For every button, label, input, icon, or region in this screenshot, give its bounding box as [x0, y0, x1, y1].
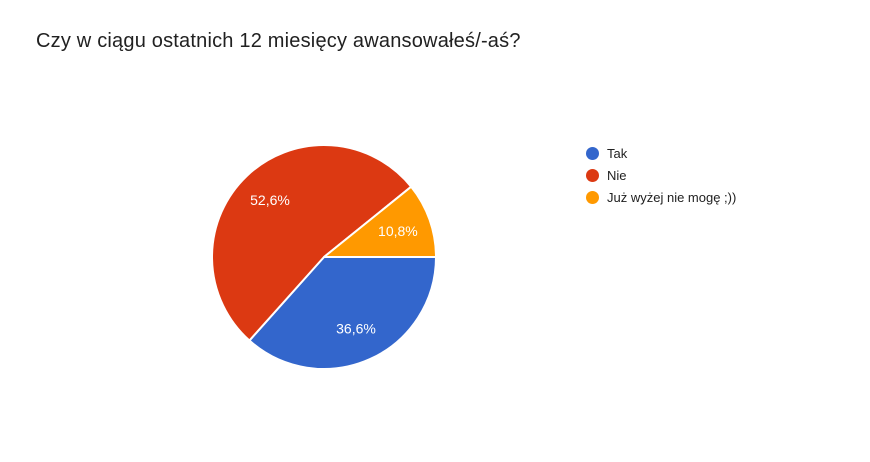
legend-item-tak: Tak — [586, 142, 736, 164]
legend-label: Tak — [607, 145, 628, 161]
legend-label: Nie — [607, 167, 627, 183]
pie-slice-2[interactable] — [323, 185, 437, 258]
pie-slice-1[interactable] — [211, 144, 413, 342]
chart-legend: Tak Nie Już wyżej nie mogę ;)) — [586, 142, 736, 208]
pie-slice-percent-label: 36,6% — [336, 321, 376, 337]
pie-slice-percent-label: 10,8% — [378, 223, 418, 239]
pie-slice-0[interactable] — [248, 256, 437, 370]
legend-swatch — [586, 190, 599, 204]
pie-svg: 36,6% 52,6% 10,8% — [211, 144, 437, 370]
pie-slice-percent-label: 52,6% — [250, 192, 290, 208]
legend-item-juz-wyzej: Już wyżej nie mogę ;)) — [586, 186, 736, 208]
legend-swatch — [586, 146, 599, 160]
legend-label: Już wyżej nie mogę ;)) — [607, 189, 737, 205]
question-title: Czy w ciągu ostatnich 12 miesięcy awanso… — [36, 30, 521, 52]
pie-chart: 36,6% 52,6% 10,8% — [204, 137, 444, 377]
legend-item-nie: Nie — [586, 164, 736, 186]
legend-swatch — [586, 168, 599, 182]
